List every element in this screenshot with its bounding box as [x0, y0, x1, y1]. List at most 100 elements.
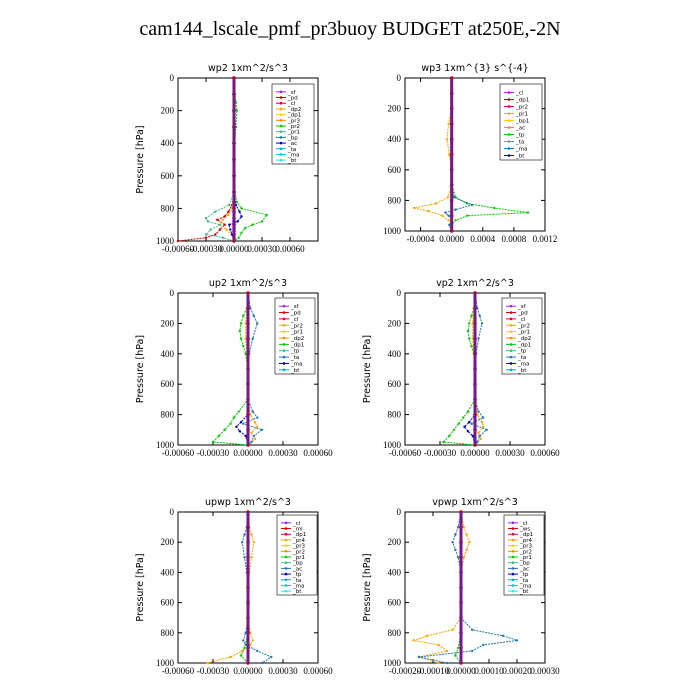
- legend-marker: [511, 589, 515, 593]
- x-tick-label: 0.00060: [303, 448, 333, 458]
- data-point: [253, 437, 257, 441]
- y-tick-label: 0: [397, 73, 402, 83]
- y-tick-label: 800: [388, 410, 402, 420]
- y-tick-label: 200: [161, 106, 175, 116]
- legend-entry: _bt: [290, 368, 300, 374]
- data-point: [437, 661, 440, 665]
- legend-marker: [509, 343, 513, 346]
- legend-marker: [279, 136, 283, 139]
- y-tick-label: 400: [161, 567, 175, 577]
- y-tick-label: 600: [161, 379, 175, 389]
- data-point: [446, 196, 449, 199]
- legend-marker: [282, 349, 286, 353]
- x-tick-label: 0.00000: [446, 666, 476, 676]
- data-point: [441, 214, 444, 217]
- series-line-4: [233, 77, 268, 242]
- y-tick-label: 200: [388, 104, 402, 114]
- data-point: [476, 440, 479, 444]
- data-point: [227, 213, 230, 217]
- legend-entry: _pr1: [292, 555, 305, 561]
- y-tick-label: 600: [161, 598, 175, 608]
- data-point: [457, 646, 460, 650]
- data-point: [252, 434, 255, 438]
- data-point: [466, 329, 470, 333]
- data-point: [214, 233, 217, 236]
- legend-entry: _ta: [287, 147, 296, 153]
- legend-marker: [279, 90, 283, 94]
- legend-marker: [511, 578, 515, 582]
- legend-entry: _bp1: [515, 119, 529, 125]
- x-tick-label: -0.00030: [190, 244, 223, 254]
- legend-marker: [284, 567, 288, 570]
- legend-marker: [279, 119, 283, 122]
- data-point: [452, 196, 456, 199]
- legend-marker: [511, 532, 515, 536]
- x-tick-label: 0.0012: [533, 234, 558, 244]
- data-point: [260, 661, 264, 665]
- data-point: [448, 223, 451, 227]
- y-tick-label: 800: [388, 628, 402, 638]
- data-point: [482, 425, 485, 428]
- data-point: [250, 440, 253, 444]
- legend-marker: [507, 105, 511, 108]
- legend-entry: _pd: [287, 96, 298, 102]
- data-point: [462, 556, 465, 559]
- data-point: [256, 322, 259, 325]
- data-point: [240, 207, 243, 210]
- legend-marker: [279, 153, 283, 156]
- data-point: [256, 425, 259, 428]
- data-point: [471, 649, 474, 653]
- data-point: [482, 643, 485, 647]
- x-tick-label: 0.00030: [530, 666, 560, 676]
- legend-marker: [279, 158, 283, 162]
- data-point: [451, 541, 454, 544]
- y-axis-label: Pressure [hPa]: [135, 125, 146, 193]
- legend-marker: [507, 98, 511, 101]
- legend-marker: [282, 330, 286, 333]
- data-point: [244, 226, 247, 230]
- x-tick-label: -0.00030: [424, 448, 457, 458]
- legend-marker: [279, 101, 283, 105]
- legend: _cl_ml_dp1_pr4_pr3_pr2_pr1_bp_ac_tp_ta_m…: [276, 514, 318, 596]
- chart-title: upwp 1xm^2/s^3: [205, 497, 291, 508]
- legend-entry: _ma: [292, 583, 304, 589]
- x-tick-label: -0.00010: [417, 666, 450, 676]
- legend-marker: [279, 113, 283, 116]
- y-tick-label: 1000: [383, 658, 402, 668]
- y-tick-label: 600: [388, 165, 402, 175]
- data-point: [270, 655, 273, 659]
- y-tick-label: 800: [161, 203, 175, 213]
- legend-entry: _dp1: [515, 98, 529, 104]
- legend-marker: [282, 355, 286, 359]
- data-point: [242, 314, 245, 317]
- data-point: [445, 661, 449, 665]
- legend-marker: [511, 521, 515, 525]
- legend-entry: _dp1: [290, 342, 304, 348]
- legend-marker: [509, 317, 513, 321]
- legend-entry: _ac: [515, 126, 525, 132]
- legend-marker: [284, 589, 288, 593]
- chart-panel-6: vpwp 1xm^2/s^3 Pressure [hPa] 0 200 400 600 80…: [362, 497, 560, 676]
- legend-entry: _pr1: [515, 112, 528, 118]
- data-point: [477, 431, 480, 434]
- legend-entry: _cl: [287, 101, 296, 107]
- legend-entry: _dp1: [292, 532, 306, 538]
- legend-marker: [279, 124, 283, 128]
- data-point: [479, 437, 482, 441]
- x-tick-label: 0.00030: [268, 448, 298, 458]
- data-point: [462, 525, 465, 529]
- data-point: [221, 236, 224, 239]
- legend-marker: [507, 147, 511, 150]
- data-point: [235, 109, 238, 112]
- legend-entry: _pr1: [519, 555, 532, 561]
- data-point: [463, 425, 466, 428]
- data-point: [243, 646, 246, 650]
- legend: _sf_pd_cl_pr2_pr1_dp2_dp1_tp_ta_ma_bt: [501, 297, 543, 375]
- data-point: [206, 661, 209, 665]
- data-point: [417, 655, 421, 659]
- data-point: [448, 153, 451, 156]
- data-point: [221, 218, 224, 221]
- data-point: [251, 337, 254, 340]
- x-tick-label: -0.00060: [389, 448, 422, 458]
- legend-entry: _tp: [292, 572, 302, 578]
